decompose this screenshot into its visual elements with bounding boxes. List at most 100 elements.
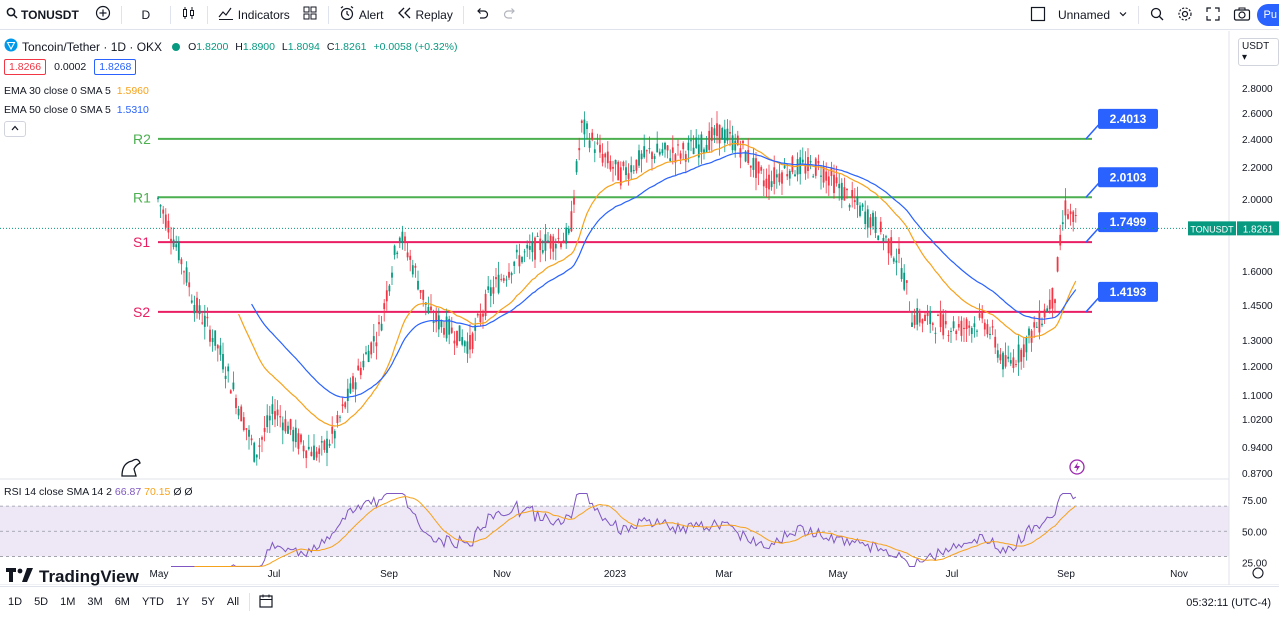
replay-button[interactable]: Replay xyxy=(390,0,459,30)
tv-logo-icon xyxy=(6,567,34,587)
candle-body xyxy=(635,159,638,171)
indicators-button[interactable]: Indicators xyxy=(212,0,296,30)
layout-name: Unnamed xyxy=(1057,8,1110,22)
low-value: 1.8094 xyxy=(287,40,320,53)
candle-body xyxy=(162,209,165,214)
candle-body xyxy=(931,323,934,325)
undo-button[interactable] xyxy=(468,0,496,30)
candle-body xyxy=(692,147,695,155)
candle-body xyxy=(497,274,500,293)
ema50-legend[interactable]: EMA 50 close 0 SMA 5 1.5310 xyxy=(4,104,149,116)
candle-body xyxy=(905,280,908,283)
candle-body xyxy=(872,212,874,227)
tradingview-logo[interactable]: TradingView xyxy=(6,567,139,587)
candle-body xyxy=(359,367,362,376)
clock-area[interactable]: 05:32:11 (UTC-4) xyxy=(1186,587,1271,617)
range-button-all[interactable]: All xyxy=(226,596,240,608)
snapshot-button[interactable] xyxy=(1227,0,1257,30)
event-bolt-icon[interactable] xyxy=(1069,459,1085,475)
price-tick-label: 2.2000 xyxy=(1242,163,1273,174)
ema30-legend[interactable]: EMA 30 close 0 SMA 5 1.5960 xyxy=(4,85,149,97)
candle-body xyxy=(448,318,451,335)
calendar-range-icon[interactable] xyxy=(258,593,274,612)
range-button-6m[interactable]: 6M xyxy=(114,596,130,608)
candle-body xyxy=(521,256,523,263)
range-button-5d[interactable]: 5D xyxy=(34,596,49,608)
candle-body xyxy=(341,404,344,407)
candle-body xyxy=(492,287,495,294)
candle-body xyxy=(669,158,672,161)
candle-body xyxy=(952,321,955,329)
range-button-1d[interactable]: 1D xyxy=(8,596,23,608)
level-callout-box[interactable] xyxy=(1098,281,1158,302)
level-callout-box[interactable] xyxy=(1098,212,1158,233)
price-chart[interactable]: R2 2.4013 R1 2.0103 S1 1.7499 S2 1.4193 2.8000 2.… xyxy=(0,31,1279,585)
candle-body xyxy=(809,161,812,163)
candle-body xyxy=(401,231,404,244)
candle-body xyxy=(479,313,482,323)
candle-body xyxy=(362,360,365,368)
main-pane[interactable] xyxy=(0,31,1229,479)
candle-body xyxy=(565,227,568,244)
candle-body xyxy=(775,174,778,178)
candle-body xyxy=(851,190,854,198)
redo-button[interactable] xyxy=(496,0,524,30)
interval-button[interactable]: D xyxy=(126,0,166,30)
rsi-legend[interactable]: RSI 14 close SMA 14 2 66.87 70.15 Ø Ø xyxy=(4,486,193,498)
indicators-icon xyxy=(218,5,234,24)
compare-button[interactable] xyxy=(89,0,117,30)
candle-body xyxy=(609,161,612,170)
alert-button[interactable]: Alert xyxy=(333,0,390,30)
candle-body xyxy=(1028,328,1030,336)
chart-area[interactable]: R2 2.4013 R1 2.0103 S1 1.7499 S2 1.4193 2.8000 2.… xyxy=(0,31,1279,587)
candle-body xyxy=(713,128,716,136)
range-button-1m[interactable]: 1M xyxy=(60,596,76,608)
price-axis[interactable] xyxy=(1229,31,1279,585)
candle-body xyxy=(664,142,666,150)
quick-search-button[interactable] xyxy=(1143,0,1171,30)
gear-icon xyxy=(1177,6,1193,25)
candle-body xyxy=(643,146,646,158)
settings-button[interactable] xyxy=(1171,0,1199,30)
chart-type-button[interactable] xyxy=(175,0,203,30)
candle-body xyxy=(552,236,555,252)
range-button-ytd[interactable]: YTD xyxy=(141,596,164,608)
collapse-legend-button[interactable] xyxy=(4,121,26,137)
sell-button[interactable]: 1.8266 xyxy=(4,59,47,75)
range-button-1y[interactable]: 1Y xyxy=(175,596,190,608)
axis-settings-icon[interactable] xyxy=(1252,567,1264,579)
range-button-5y[interactable]: 5Y xyxy=(201,596,215,608)
candle-body xyxy=(437,315,440,330)
plus-circle-icon xyxy=(95,5,111,24)
level-callout-box[interactable] xyxy=(1098,167,1158,188)
level-callout-box[interactable] xyxy=(1098,108,1158,129)
price-tick-label: 1.0200 xyxy=(1242,415,1273,426)
templates-button[interactable] xyxy=(296,0,324,30)
symbol-search[interactable]: TONUSDT xyxy=(0,0,85,30)
rsi-sma-line xyxy=(194,496,1077,567)
ema30-value: 1.5960 xyxy=(116,85,149,97)
candle-body xyxy=(921,319,924,324)
candle-body xyxy=(601,153,604,163)
rsi-tick-label: 25.00 xyxy=(1242,559,1267,570)
candle-body xyxy=(159,205,162,207)
layout-select[interactable]: Unnamed xyxy=(1024,0,1134,30)
range-button-3m[interactable]: 3M xyxy=(87,596,103,608)
candle-body xyxy=(427,306,430,314)
publish-button[interactable]: Pu xyxy=(1257,4,1279,26)
price-tick-label: 0.9400 xyxy=(1242,443,1273,454)
symbol-title[interactable]: Toncoin/Tether · 1D · OKX xyxy=(22,39,163,54)
candle-body xyxy=(840,182,843,200)
buy-button[interactable]: 1.8268 xyxy=(94,59,137,75)
fullscreen-button[interactable] xyxy=(1199,0,1227,30)
grid-icon xyxy=(302,5,318,24)
dino-icon[interactable] xyxy=(121,458,141,477)
candle-body xyxy=(383,303,386,310)
candle-body xyxy=(726,128,729,141)
candle-body xyxy=(638,150,640,166)
candle-body xyxy=(294,427,297,443)
candle-body xyxy=(274,411,276,420)
candle-body xyxy=(1022,344,1025,358)
candle-body xyxy=(625,167,627,176)
currency-select[interactable]: USDT ▾ xyxy=(1238,38,1279,66)
